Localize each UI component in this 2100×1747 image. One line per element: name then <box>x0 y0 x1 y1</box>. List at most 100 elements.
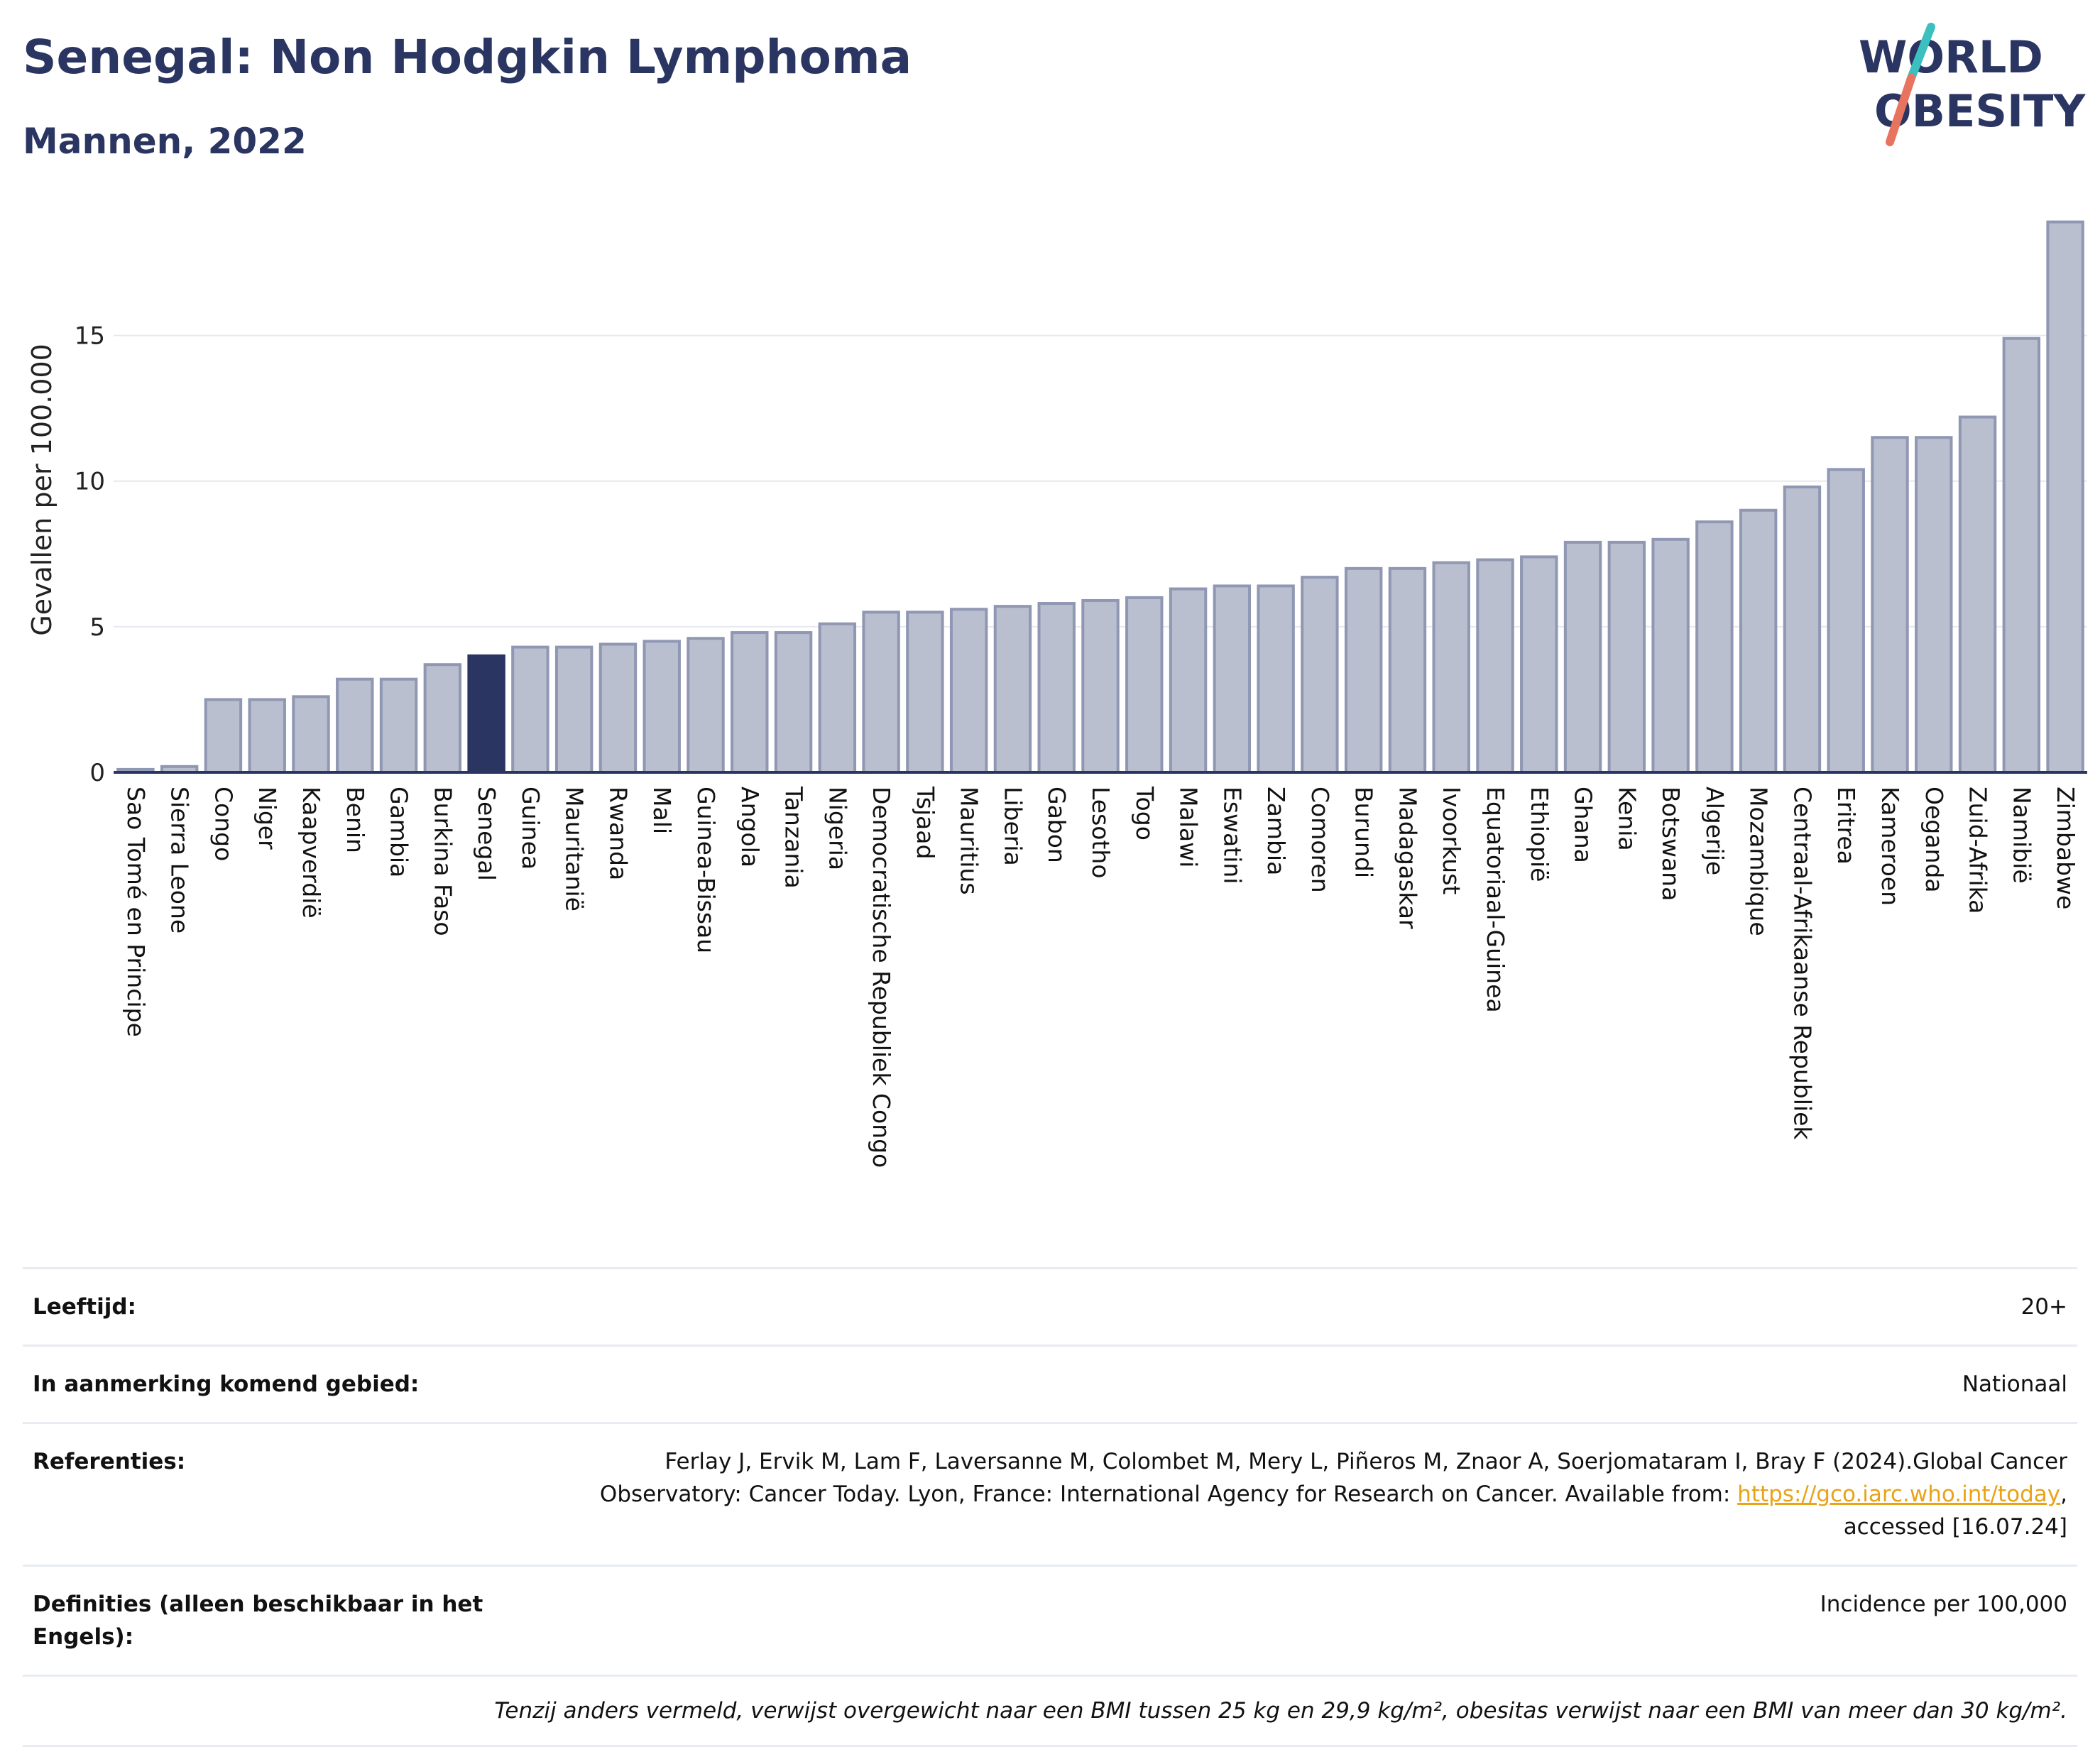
x-tick-label: Kameroen <box>1876 787 1904 906</box>
x-tick-label: Mauritius <box>956 787 983 895</box>
x-tick-label: Algerije <box>1701 787 1729 875</box>
footnote: Tenzij anders vermeld, verwijst overgewi… <box>23 1675 2077 1747</box>
x-tick-label: Zimbabwe <box>2052 787 2079 909</box>
x-tick-label: Sao Tomé en Principe <box>122 787 150 1037</box>
x-tick-label: Mali <box>648 787 676 834</box>
logo-line-1: WORLD <box>1859 31 2043 83</box>
bar <box>1213 584 1252 774</box>
world-obesity-logo: WORLD OBESITY <box>1859 23 2086 146</box>
bar <box>1344 566 1383 774</box>
x-tick-label: Ethiopië <box>1526 787 1553 882</box>
info-row-age: Leeftijd: 20+ <box>23 1267 2077 1345</box>
bar <box>292 695 330 774</box>
x-tick-label: Ivoorkust <box>1438 787 1465 894</box>
x-tick-label: Liberia <box>999 787 1027 866</box>
bar <box>248 698 286 774</box>
x-tick-label: Angola <box>736 787 764 867</box>
bar <box>1783 485 1822 774</box>
bar <box>1827 468 1865 774</box>
x-tick-label: Madagaskar <box>1394 787 1421 929</box>
x-tick-label: Niger <box>253 787 281 850</box>
info-row-area: In aanmerking komend gebied: Nationaal <box>23 1345 2077 1422</box>
bar <box>818 622 857 774</box>
page-subtitle: Mannen, 2022 <box>23 121 307 162</box>
bar <box>423 663 462 774</box>
bar <box>949 608 988 774</box>
info-row-definitions: Definities (alleen beschikbaar in het En… <box>23 1565 2077 1675</box>
references-link[interactable]: https://gco.iarc.who.int/today <box>1737 1482 2061 1507</box>
x-tick-label: Guinea-Bissau <box>692 787 720 953</box>
x-tick-label: Tsjaad <box>912 786 939 859</box>
x-tick-label: Centraal-Afrikaanse Republiek <box>1788 787 1816 1140</box>
bar <box>204 698 243 774</box>
references-tail: , accessed [16.07.24] <box>1843 1482 2067 1540</box>
bar <box>511 645 549 774</box>
bar <box>336 677 374 774</box>
x-tick-label: Oeganda <box>1920 787 1948 893</box>
area-label: In aanmerking komend gebied: <box>33 1371 420 1397</box>
references-text: Ferlay J, Ervik M, Lam F, Laversanne M, … <box>599 1449 2067 1507</box>
x-tick-label: Nigeria <box>824 787 851 870</box>
x-tick-label: Namibië <box>2008 787 2035 884</box>
y-axis-ticks: 0 5 10 15 <box>75 322 105 787</box>
bar <box>862 610 900 774</box>
x-tick-label: Gambia <box>385 787 413 877</box>
x-tick-label: Senegal <box>473 787 501 881</box>
x-tick-label: Gabon <box>1043 787 1071 863</box>
x-tick-label: Equatoriaal-Guinea <box>1482 787 1509 1013</box>
x-tick-label: Kenia <box>1613 787 1641 851</box>
x-tick-label: Burkina Faso <box>429 787 456 936</box>
bars <box>116 220 2084 774</box>
x-tick-label: Togo <box>1131 786 1159 840</box>
x-tick-label: Eswatini <box>1218 787 1246 884</box>
bar <box>731 631 769 774</box>
x-tick-label: Benin <box>341 787 369 853</box>
x-tick-label: Congo <box>209 787 237 861</box>
definitions-value: Incidence per 100,000 <box>1820 1592 2067 1617</box>
y-tick-label: 15 <box>75 322 105 351</box>
bar <box>379 677 418 774</box>
bar <box>906 610 944 774</box>
bar-highlighted <box>467 654 505 774</box>
bar <box>1871 436 1909 774</box>
x-tick-label: Botswana <box>1657 787 1685 901</box>
bar <box>642 640 681 774</box>
bar <box>1476 558 1514 774</box>
bar <box>1695 520 1734 774</box>
bar <box>1607 540 1646 774</box>
x-tick-label: Mauritanië <box>561 787 589 911</box>
bar <box>774 631 813 774</box>
definitions-label: Definities (alleen beschikbaar in het En… <box>33 1592 483 1650</box>
x-tick-label: Ghana <box>1570 787 1597 863</box>
bar <box>1388 566 1427 774</box>
age-value: 20+ <box>2020 1294 2067 1320</box>
x-tick-label: Malawi <box>1175 787 1203 867</box>
references-value: Ferlay J, Ervik M, Lam F, Laversanne M, … <box>541 1445 2067 1543</box>
bar <box>993 605 1032 774</box>
bar <box>1520 555 1558 774</box>
bar <box>2002 336 2041 774</box>
info-row-references: Referenties: Ferlay J, Ervik M, Lam F, L… <box>23 1422 2077 1565</box>
bar <box>1037 602 1076 774</box>
bar <box>687 637 725 774</box>
bar <box>1301 576 1339 774</box>
x-tick-label: Guinea <box>517 787 545 870</box>
bar <box>1958 415 1997 774</box>
bar <box>1169 587 1208 774</box>
x-axis-ticks: Sao Tomé en Principe Sierra Leone Congo Nig… <box>122 786 2079 1168</box>
y-tick-label: 0 <box>89 759 105 787</box>
y-tick-label: 10 <box>75 468 105 496</box>
x-tick-label: Kaapverdië <box>297 787 325 919</box>
bar <box>598 642 638 774</box>
x-tick-label: Eritrea <box>1832 787 1860 865</box>
area-value: Nationaal <box>1962 1371 2067 1397</box>
logo-slash-coral <box>1886 74 1915 146</box>
x-tick-label: Rwanda <box>604 787 632 880</box>
bar <box>1081 598 1120 774</box>
references-label: Referenties: <box>33 1449 186 1474</box>
bar <box>1739 508 1778 774</box>
x-tick-label: Lesotho <box>1087 787 1115 879</box>
y-tick-label: 5 <box>89 613 105 642</box>
x-tick-label: Mozambique <box>1745 787 1773 936</box>
x-tick-label: Sierra Leone <box>166 787 194 933</box>
